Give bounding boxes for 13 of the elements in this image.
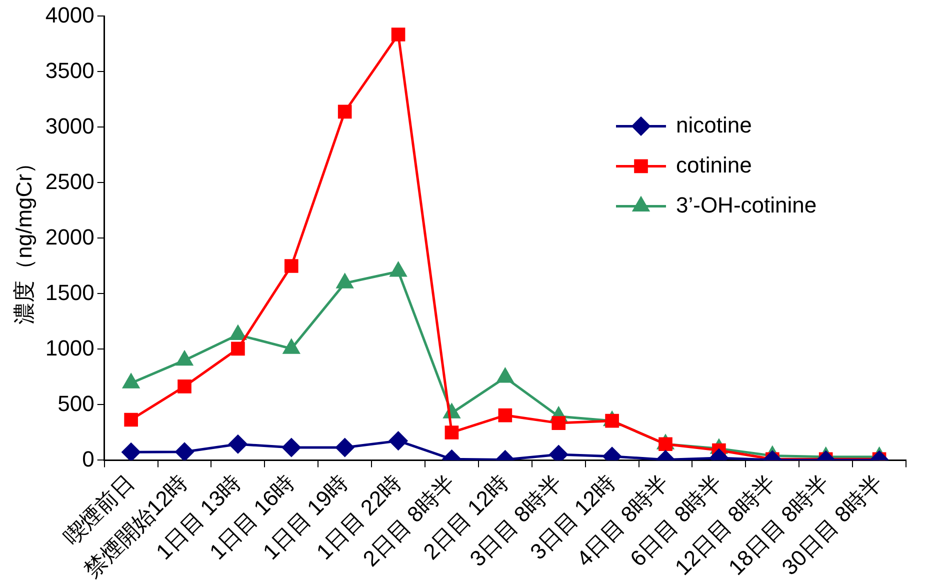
y-tick-label: 1500 — [45, 280, 94, 305]
legend-label: nicotine — [676, 112, 752, 138]
y-tick-label: 0 — [82, 446, 94, 472]
y-tick-label: 500 — [58, 390, 94, 416]
y-tick-label: 2500 — [45, 168, 94, 194]
y-tick-label: 2000 — [45, 224, 94, 250]
y-tick-label: 1000 — [45, 335, 94, 360]
legend-label: cotinine — [676, 152, 752, 178]
y-tick-label: 4000 — [45, 2, 94, 28]
legend-label: 3’-OH-cotinine — [676, 192, 817, 218]
y-tick-label: 3500 — [45, 58, 94, 83]
y-tick-label: 3000 — [45, 113, 94, 138]
y-axis-title: 濃度（ng/mgCr） — [11, 152, 36, 324]
